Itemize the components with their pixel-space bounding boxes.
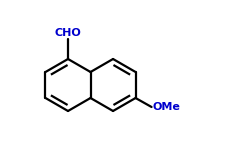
- Text: CHO: CHO: [55, 28, 81, 38]
- Text: OMe: OMe: [153, 102, 180, 112]
